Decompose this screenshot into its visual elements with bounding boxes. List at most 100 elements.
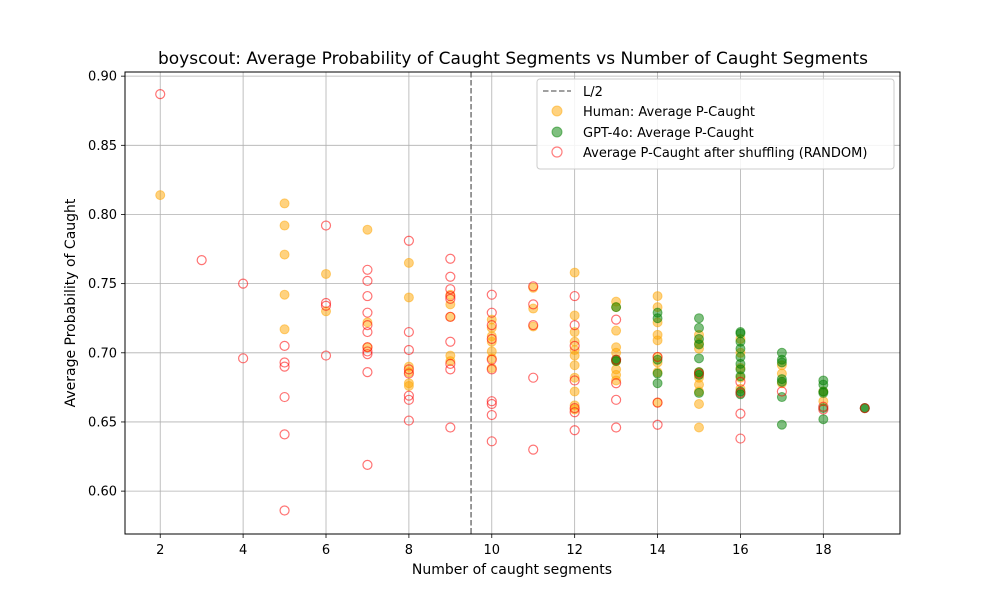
random-point: [611, 378, 622, 389]
legend-marker-gpt4o: [551, 126, 563, 138]
human-point: [569, 327, 580, 338]
random-point: [403, 344, 414, 356]
random-point: [652, 419, 663, 430]
random-point: [486, 333, 497, 345]
random-point: [279, 340, 290, 351]
random-point: [362, 459, 373, 470]
random-point: [362, 320, 373, 331]
human-point: [279, 198, 290, 209]
random-point: [818, 404, 829, 415]
y-tick-label: 0.90: [88, 70, 117, 85]
random-point: [569, 290, 580, 302]
human-point: [403, 380, 414, 391]
gpt4o-point: [818, 414, 829, 425]
random-point: [362, 307, 373, 318]
random-point: [445, 253, 456, 264]
random-point: [486, 289, 497, 300]
random-point: [569, 340, 580, 351]
x-tick-label: 14: [649, 543, 666, 558]
gpt4o-point: [693, 313, 704, 324]
random-point: [693, 368, 705, 379]
gpt4o-point: [776, 419, 787, 430]
random-point: [486, 396, 497, 407]
y-tick-label: 0.65: [88, 415, 117, 430]
gpt4o-point: [735, 371, 746, 382]
human-point: [569, 350, 580, 361]
random-point: [320, 300, 332, 311]
random-point: [486, 398, 497, 410]
human-point: [652, 291, 663, 302]
random-point: [362, 264, 373, 275]
y-axis-title: Average Probability of Caught: [63, 198, 79, 407]
gpt4o-point: [652, 378, 663, 389]
random-point: [445, 271, 456, 282]
gpt4o-point: [652, 313, 663, 324]
x-tick-label: 12: [566, 543, 583, 558]
random-point: [735, 408, 746, 419]
gpt4o-point: [693, 387, 704, 398]
gpt4o-point: [818, 387, 829, 398]
human-point: [569, 360, 580, 371]
random-point: [238, 278, 249, 289]
random-point: [362, 275, 373, 286]
axis-ticks: 2 4 6 8 10 12 14 16 18 0.60 0.65 0.70 0.75 0.80 0.85 0.…: [88, 70, 832, 558]
random-point: [652, 397, 663, 408]
legend-label-human: Human: Average P-Caught: [583, 105, 755, 120]
random-point: [445, 290, 456, 302]
random-point: [362, 349, 373, 360]
random-point: [445, 358, 456, 369]
random-point: [486, 436, 497, 447]
data-points: [155, 89, 870, 516]
random-point: [362, 326, 373, 338]
legend: L/2 Human: Average P-Caught GPT-4o: Aver…: [536, 78, 895, 170]
random-point: [528, 281, 539, 292]
gpt4o-point: [776, 392, 787, 403]
legend-marker-human: [551, 105, 563, 117]
random-point: [279, 505, 290, 516]
random-point: [776, 386, 787, 397]
legend-label-gpt4o: GPT-4o: Average P-Caught: [583, 126, 754, 141]
random-point: [445, 311, 456, 322]
random-point: [403, 415, 414, 426]
random-point: [403, 364, 414, 375]
random-point: [859, 403, 870, 414]
random-point: [445, 293, 456, 304]
random-point: [611, 422, 622, 433]
human-point: [569, 310, 580, 321]
human-point: [611, 325, 622, 336]
human-point: [569, 267, 580, 278]
random-point: [569, 403, 580, 414]
random-point: [528, 372, 539, 383]
random-point: [735, 387, 746, 399]
x-tick-label: 2: [156, 543, 164, 558]
random-point: [238, 353, 249, 364]
random-point: [279, 391, 290, 403]
plot-area-frame: [124, 71, 901, 535]
legend-label-half-length: L/2: [583, 85, 603, 100]
legend-label-random: Average P-Caught after shuffling (RANDOM…: [583, 146, 867, 161]
human-point: [279, 324, 290, 335]
human-point: [611, 375, 622, 386]
random-point: [279, 357, 290, 368]
random-point: [528, 320, 539, 331]
gpt4o-point: [652, 354, 663, 365]
human-point: [321, 306, 332, 317]
human-point: [486, 336, 497, 347]
x-tick-label: 16: [732, 543, 749, 558]
human-point: [652, 335, 663, 346]
x-tick-label: 18: [815, 543, 832, 558]
human-point: [362, 317, 373, 328]
gpt4o-point: [776, 357, 787, 368]
random-point: [569, 425, 580, 436]
random-point: [528, 444, 539, 455]
human-point: [279, 289, 290, 300]
human-point: [403, 257, 414, 268]
human-point: [155, 190, 166, 201]
random-point: [279, 429, 290, 440]
gpt4o-point: [693, 339, 704, 350]
random-point: [155, 89, 166, 100]
x-tick-label: 8: [405, 543, 413, 558]
random-point: [445, 422, 456, 433]
human-point: [445, 299, 456, 310]
